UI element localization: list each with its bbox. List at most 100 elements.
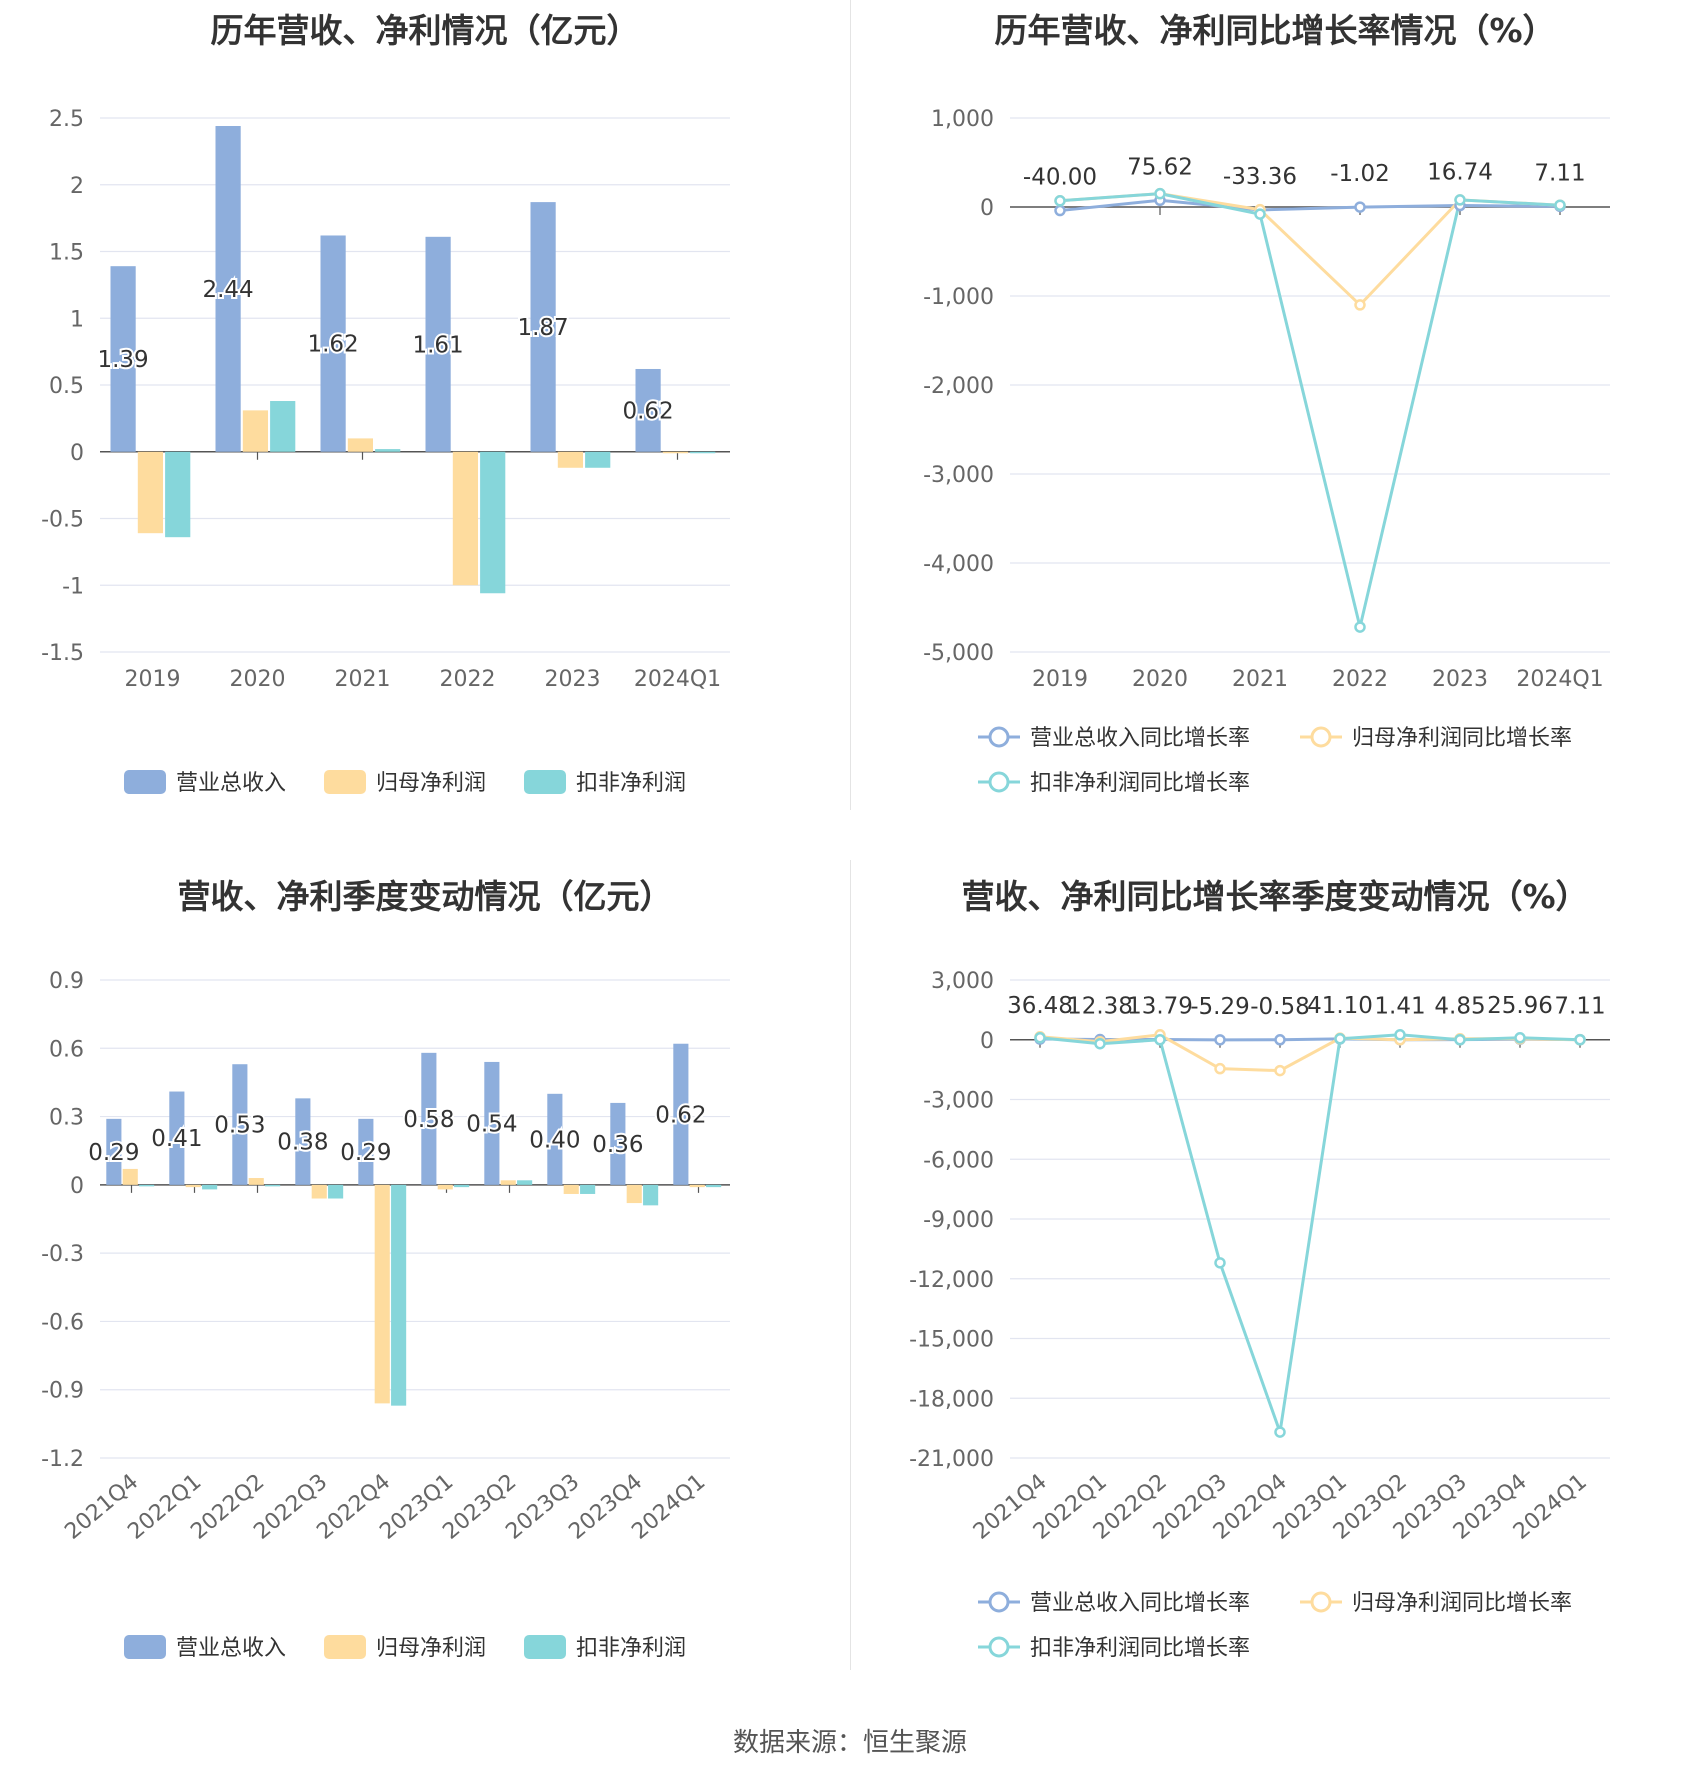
bar — [358, 1118, 374, 1185]
data-label: -33.36 — [1223, 164, 1297, 190]
data-point — [1154, 1034, 1166, 1046]
data-label: 0.36 — [592, 1132, 643, 1158]
bar — [215, 126, 241, 452]
y-tick-label: -21,000 — [909, 1447, 994, 1472]
x-tick-label: 2023 — [1432, 667, 1488, 692]
data-point — [1274, 1426, 1286, 1438]
bar — [547, 1093, 563, 1185]
bar — [106, 1118, 122, 1185]
data-point — [1054, 195, 1066, 207]
data-source-note: 数据来源：恒生聚源 — [732, 1728, 967, 1758]
series-line — [1059, 192, 1561, 628]
bar — [248, 1178, 264, 1185]
legend-marker — [1310, 726, 1332, 748]
data-label: 0.54 — [466, 1111, 517, 1137]
bar — [169, 1091, 185, 1185]
data-point — [1514, 1032, 1526, 1044]
data-label: 0.29 — [88, 1140, 139, 1166]
y-tick-label: -0.6 — [41, 1310, 84, 1335]
bar — [563, 1184, 579, 1194]
data-label: 13.79 — [1127, 993, 1193, 1019]
quarterly-revenue-profit-chart: 0.90.60.30-0.3-0.6-0.9-1.22021Q42022Q120… — [41, 969, 730, 1661]
bar — [320, 235, 346, 452]
y-tick-label: 0 — [70, 1174, 84, 1199]
data-label: 16.74 — [1427, 160, 1493, 186]
data-label: 0.62 — [655, 1102, 706, 1128]
bar — [643, 1184, 659, 1206]
y-tick-label: 0.3 — [49, 1106, 84, 1131]
bar — [232, 1064, 248, 1185]
bar — [421, 1052, 437, 1185]
panel-divider — [850, 860, 851, 1670]
bar — [690, 451, 716, 454]
legend-marker — [1310, 1591, 1332, 1613]
data-label: 0.58 — [403, 1107, 454, 1133]
data-point — [1334, 1033, 1346, 1045]
bar — [437, 1184, 453, 1190]
bar — [530, 202, 556, 452]
series-line — [1059, 192, 1561, 308]
legend-label: 营业总收入 — [176, 1636, 286, 1661]
data-label: 1.61 — [412, 332, 463, 358]
bar — [270, 401, 296, 452]
data-label: 1.39 — [97, 347, 148, 373]
legend-label: 归母净利润 — [376, 1636, 486, 1661]
bar — [662, 451, 688, 454]
data-label: 7.11 — [1534, 160, 1585, 186]
bar — [517, 1180, 533, 1185]
bar — [347, 438, 373, 452]
y-tick-label: 0 — [980, 196, 994, 221]
data-point — [1354, 299, 1366, 311]
x-tick-label: 2021 — [335, 667, 391, 692]
bar — [635, 368, 661, 452]
y-tick-label: -1.2 — [41, 1447, 84, 1472]
legend-swatch — [524, 770, 566, 794]
y-tick-label: -6,000 — [923, 1148, 994, 1173]
data-label: 36.48 — [1007, 993, 1073, 1019]
data-point — [1254, 208, 1266, 220]
y-tick-label: -3,000 — [923, 1089, 994, 1114]
data-label: 41.10 — [1307, 993, 1373, 1019]
legend-swatch — [324, 770, 366, 794]
bar — [242, 410, 268, 452]
data-point — [1354, 621, 1366, 633]
data-point — [1454, 1034, 1466, 1046]
data-point — [1054, 204, 1066, 217]
y-tick-label: 0.9 — [49, 969, 84, 994]
bar — [185, 1184, 201, 1188]
y-tick-label: -1,000 — [923, 285, 994, 310]
data-point — [1554, 199, 1566, 211]
data-label: 0.62 — [622, 398, 673, 424]
y-tick-label: 1 — [70, 307, 84, 332]
y-tick-label: 0.5 — [49, 374, 84, 399]
data-label: 0.40 — [529, 1127, 580, 1153]
data-label: 0.29 — [340, 1140, 391, 1166]
legend-label: 归母净利润同比增长率 — [1352, 726, 1572, 751]
data-label: -1.02 — [1330, 161, 1390, 187]
panel-divider — [850, 0, 851, 810]
data-label: -5.29 — [1190, 994, 1250, 1020]
bar — [110, 266, 136, 452]
y-tick-label: 0.6 — [49, 1037, 84, 1062]
legend-label: 扣非净利润同比增长率 — [1030, 771, 1250, 796]
data-point — [1354, 201, 1366, 213]
y-tick-label: -3,000 — [923, 463, 994, 488]
chart-title: 营收、净利同比增长率季度变动情况（%） — [961, 877, 1589, 916]
bar — [480, 451, 506, 594]
bar — [311, 1184, 327, 1199]
legend-marker — [988, 1591, 1010, 1613]
x-tick-label: 2019 — [1032, 667, 1088, 692]
y-tick-label: -5,000 — [923, 641, 994, 666]
bar — [137, 451, 163, 534]
chart-title: 历年营收、净利同比增长率情况（%） — [994, 11, 1556, 50]
data-label: 12.38 — [1067, 994, 1133, 1020]
x-tick-label: 2024Q1 — [634, 667, 721, 692]
y-tick-label: 2 — [70, 174, 84, 199]
y-tick-label: -2,000 — [923, 374, 994, 399]
legend-swatch — [124, 1635, 166, 1659]
y-tick-label: -15,000 — [909, 1328, 994, 1353]
data-label: -0.58 — [1250, 994, 1310, 1020]
data-label: 25.96 — [1487, 993, 1553, 1019]
legend-label: 营业总收入同比增长率 — [1030, 726, 1250, 751]
data-point — [1214, 1062, 1226, 1075]
